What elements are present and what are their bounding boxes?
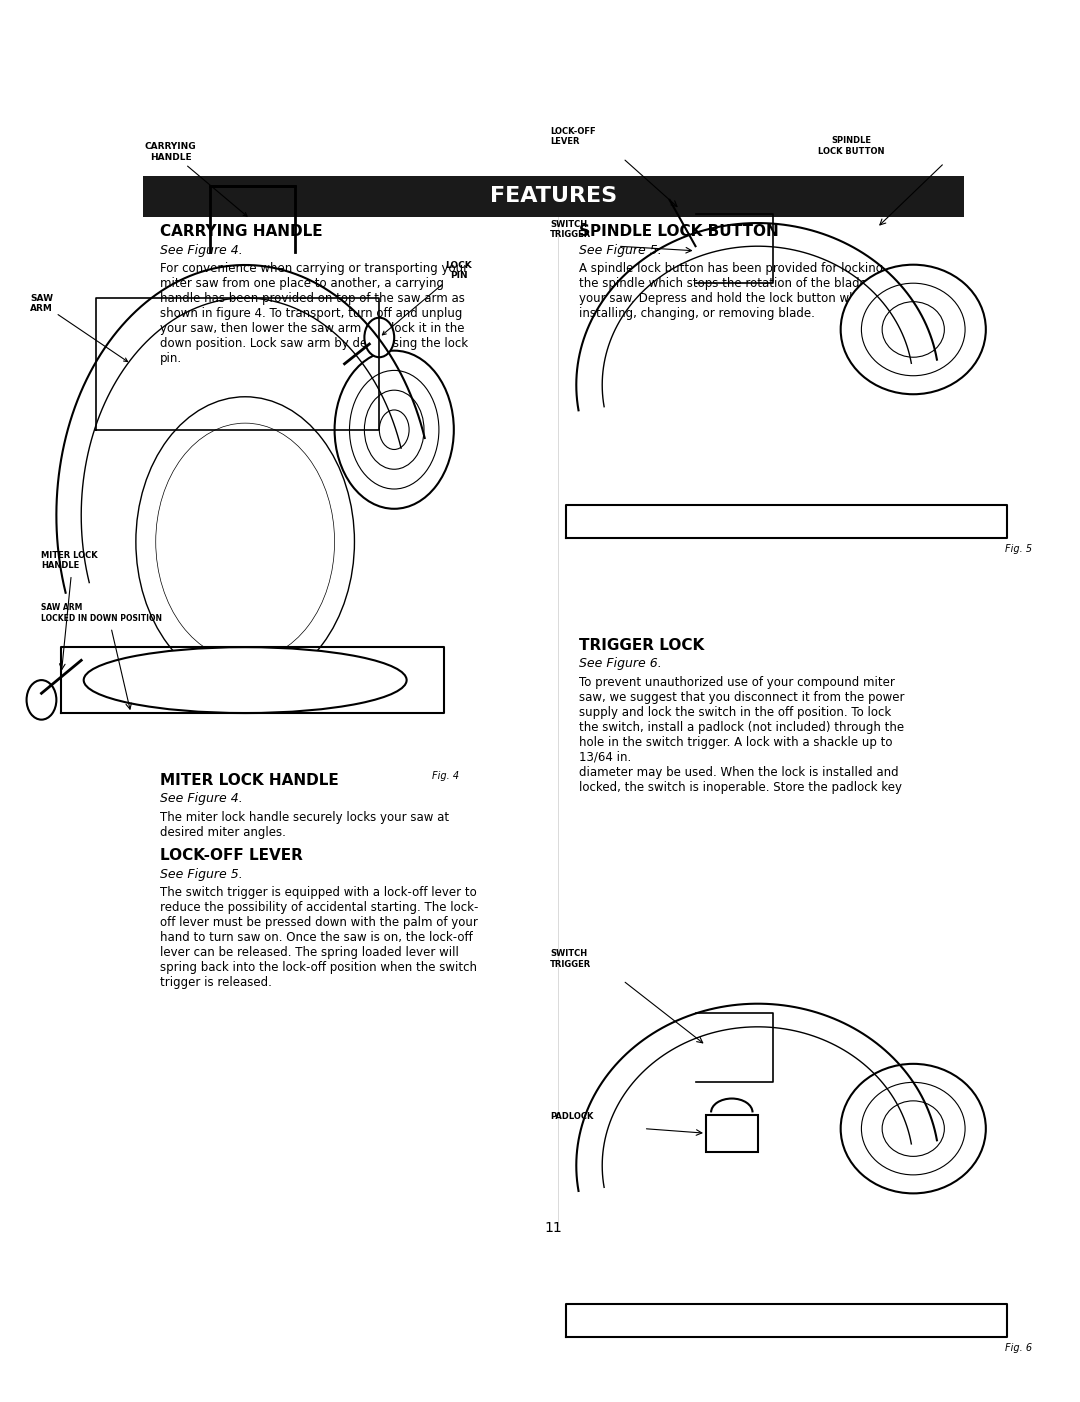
Circle shape bbox=[862, 1082, 966, 1175]
Ellipse shape bbox=[83, 648, 407, 714]
Circle shape bbox=[379, 409, 409, 450]
Text: 11: 11 bbox=[544, 1221, 563, 1235]
Text: PADLOCK: PADLOCK bbox=[551, 1112, 594, 1122]
Text: MITER LOCK HANDLE: MITER LOCK HANDLE bbox=[160, 773, 339, 788]
Text: For convenience when carrying or transporting your
miter saw from one place to a: For convenience when carrying or transpo… bbox=[160, 262, 469, 365]
Circle shape bbox=[364, 390, 424, 470]
Text: SPINDLE
LOCK BUTTON: SPINDLE LOCK BUTTON bbox=[818, 136, 885, 156]
Text: SWITCH
TRIGGER: SWITCH TRIGGER bbox=[551, 220, 592, 238]
Text: A spindle lock button has been provided for locking
the spindle which stops the : A spindle lock button has been provided … bbox=[579, 262, 882, 320]
Text: Fig. 5: Fig. 5 bbox=[1005, 544, 1032, 554]
Circle shape bbox=[840, 1064, 986, 1193]
Circle shape bbox=[27, 680, 56, 719]
Text: SPINDLE LOCK BUTTON: SPINDLE LOCK BUTTON bbox=[579, 224, 779, 240]
Text: LOCK
PIN: LOCK PIN bbox=[382, 261, 472, 335]
Circle shape bbox=[882, 1101, 944, 1157]
Text: The switch trigger is equipped with a lock-off lever to
reduce the possibility o: The switch trigger is equipped with a lo… bbox=[160, 886, 478, 990]
Text: The miter lock handle securely locks your saw at
desired miter angles.: The miter lock handle securely locks you… bbox=[160, 810, 449, 838]
Text: To prevent unauthorized use of your compound miter
saw, we suggest that you disc: To prevent unauthorized use of your comp… bbox=[579, 676, 904, 794]
Text: MITER LOCK
HANDLE: MITER LOCK HANDLE bbox=[41, 551, 98, 571]
Text: TRIGGER LOCK: TRIGGER LOCK bbox=[579, 638, 704, 653]
Text: See Figure 6.: See Figure 6. bbox=[579, 658, 661, 670]
Text: See Figure 4.: See Figure 4. bbox=[160, 792, 243, 805]
Circle shape bbox=[335, 350, 454, 509]
Circle shape bbox=[862, 283, 966, 376]
Text: See Figure 4.: See Figure 4. bbox=[160, 244, 243, 257]
Text: Fig. 6: Fig. 6 bbox=[1005, 1343, 1032, 1353]
Text: SWITCH
TRIGGER: SWITCH TRIGGER bbox=[551, 949, 592, 969]
Circle shape bbox=[350, 370, 438, 489]
Text: LOCK-OFF
LEVER: LOCK-OFF LEVER bbox=[551, 128, 596, 146]
Text: See Figure 5.: See Figure 5. bbox=[579, 244, 661, 257]
Text: LOCK-OFF LEVER: LOCK-OFF LEVER bbox=[160, 848, 303, 864]
Text: Fig. 4: Fig. 4 bbox=[432, 771, 459, 781]
Text: SAW
ARM: SAW ARM bbox=[30, 293, 127, 362]
Circle shape bbox=[156, 423, 335, 660]
Text: CARRYING
HANDLE: CARRYING HANDLE bbox=[145, 142, 247, 216]
Circle shape bbox=[364, 318, 394, 358]
Circle shape bbox=[136, 397, 354, 687]
Text: SAW ARM
LOCKED IN DOWN POSITION: SAW ARM LOCKED IN DOWN POSITION bbox=[41, 603, 162, 622]
FancyBboxPatch shape bbox=[144, 175, 963, 217]
Text: See Figure 5.: See Figure 5. bbox=[160, 868, 243, 880]
Bar bbox=[706, 1115, 758, 1152]
Circle shape bbox=[882, 301, 944, 358]
Text: FEATURES: FEATURES bbox=[490, 186, 617, 206]
Circle shape bbox=[840, 265, 986, 394]
Text: CARRYING HANDLE: CARRYING HANDLE bbox=[160, 224, 323, 240]
